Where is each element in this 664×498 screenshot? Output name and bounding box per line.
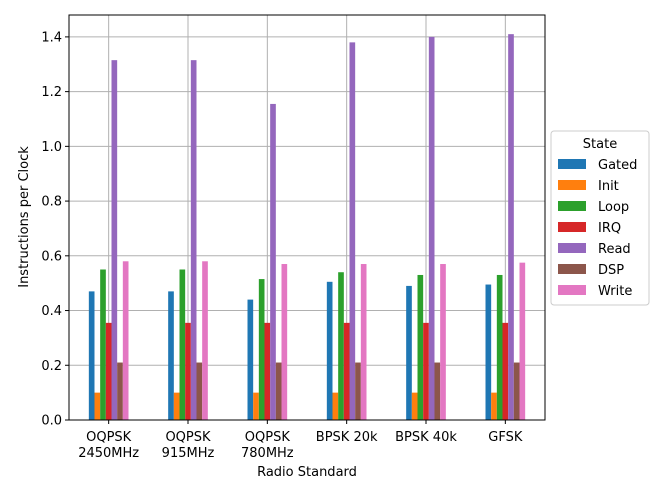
legend-swatch-irq bbox=[558, 222, 586, 232]
legend-label-write: Write bbox=[598, 284, 632, 299]
bars bbox=[88, 34, 526, 421]
bar-irq bbox=[264, 322, 271, 420]
bar-write bbox=[202, 261, 208, 420]
bar-irq bbox=[105, 322, 112, 420]
bar-loop bbox=[338, 272, 344, 420]
bar-init bbox=[253, 392, 259, 420]
bar-irq bbox=[502, 322, 509, 420]
legend-box bbox=[550, 130, 650, 306]
bar-write bbox=[360, 264, 367, 420]
bar-gated bbox=[247, 299, 254, 420]
bar-read bbox=[190, 60, 197, 420]
legend-swatch-write bbox=[558, 285, 586, 295]
x-tick-label: OQPSK bbox=[86, 430, 132, 445]
bar-loop bbox=[417, 274, 424, 420]
x-tick-label: 780MHz bbox=[241, 446, 294, 461]
bar-gated bbox=[485, 284, 492, 420]
bar-irq bbox=[343, 322, 350, 420]
bar-dsp bbox=[434, 362, 441, 420]
y-tick-label: 0.8 bbox=[41, 195, 62, 210]
legend-title: State bbox=[583, 137, 617, 152]
legend-label-init: Init bbox=[598, 179, 619, 194]
bar-init bbox=[94, 392, 101, 420]
legend-items: Gated Init Loop IRQ Read DSP Write bbox=[558, 158, 637, 299]
x-axis-title: Radio Standard bbox=[257, 465, 357, 480]
bar-dsp bbox=[275, 362, 282, 420]
bar-loop bbox=[179, 269, 186, 420]
x-tick-label: 915MHz bbox=[162, 446, 215, 461]
bar-init bbox=[173, 392, 180, 420]
bar-dsp bbox=[117, 362, 123, 420]
bar-init bbox=[491, 392, 497, 420]
plot-frame bbox=[68, 14, 546, 421]
bar-read bbox=[508, 34, 514, 421]
legend-swatch-gated bbox=[558, 159, 586, 169]
y-tick-label: 1.2 bbox=[41, 85, 62, 100]
x-tick-label: BPSK 40k bbox=[395, 430, 457, 445]
bar-init bbox=[411, 392, 418, 420]
bar-write bbox=[519, 262, 526, 420]
grid-lines bbox=[69, 15, 545, 421]
bar-init bbox=[332, 392, 339, 420]
legend-swatch-loop bbox=[558, 201, 586, 211]
y-tick-label: 1.0 bbox=[41, 140, 62, 155]
bar-write bbox=[440, 264, 446, 420]
bar-gated bbox=[326, 281, 333, 420]
y-tick-label: 0.4 bbox=[41, 304, 62, 319]
bar-gated bbox=[168, 291, 174, 420]
y-axis-title: Instructions per Clock bbox=[17, 146, 32, 288]
bar-irq bbox=[423, 322, 429, 420]
x-tick-label: OQPSK bbox=[165, 430, 211, 445]
bar-dsp bbox=[196, 362, 203, 420]
legend-label-read: Read bbox=[598, 242, 631, 257]
bar-write bbox=[122, 261, 129, 420]
bar-read bbox=[428, 36, 435, 420]
y-axis: 0.0 0.2 0.4 0.6 0.8 1.0 1.2 1.4 bbox=[41, 30, 69, 429]
bar-write bbox=[281, 264, 288, 420]
y-tick-label: 0.6 bbox=[41, 249, 62, 264]
x-tick-label: OQPSK bbox=[245, 430, 291, 445]
legend-swatch-init bbox=[558, 180, 586, 190]
bar-loop bbox=[496, 274, 503, 420]
x-tick-label: BPSK 20k bbox=[316, 430, 378, 445]
legend-swatch-read bbox=[558, 243, 586, 253]
bar-gated bbox=[406, 285, 412, 420]
legend-label-loop: Loop bbox=[598, 200, 629, 215]
bar-dsp bbox=[513, 362, 520, 420]
legend-label-gated: Gated bbox=[598, 158, 637, 173]
x-tick-label: 2450MHz bbox=[78, 446, 139, 461]
bar-read bbox=[111, 60, 118, 420]
bar-read bbox=[270, 103, 276, 420]
y-tick-label: 0.0 bbox=[41, 414, 62, 429]
legend-label-dsp: DSP bbox=[598, 263, 624, 278]
y-tick-label: 1.4 bbox=[41, 30, 62, 45]
legend: State Gated Init Loop IRQ Read DSP Write bbox=[550, 130, 650, 306]
bar-dsp bbox=[355, 362, 361, 420]
bar-read bbox=[349, 42, 356, 420]
legend-swatch-dsp bbox=[558, 264, 586, 274]
bar-loop bbox=[100, 269, 106, 420]
bar-irq bbox=[185, 322, 191, 420]
bar-gated bbox=[88, 291, 95, 420]
legend-label-irq: IRQ bbox=[598, 221, 621, 236]
bar-loop bbox=[258, 279, 265, 420]
y-tick-label: 0.2 bbox=[41, 359, 62, 374]
x-tick-label: GFSK bbox=[488, 430, 523, 445]
